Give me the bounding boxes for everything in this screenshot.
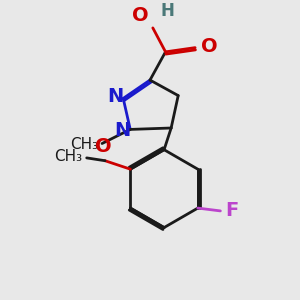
Text: CH₃: CH₃	[70, 137, 98, 152]
Text: CH₃: CH₃	[54, 149, 82, 164]
Text: N: N	[114, 121, 130, 140]
Text: N: N	[107, 88, 123, 106]
Text: F: F	[225, 201, 239, 220]
Text: O: O	[201, 37, 218, 56]
Text: O: O	[95, 136, 112, 156]
Text: O: O	[132, 6, 148, 25]
Text: H: H	[161, 2, 175, 20]
